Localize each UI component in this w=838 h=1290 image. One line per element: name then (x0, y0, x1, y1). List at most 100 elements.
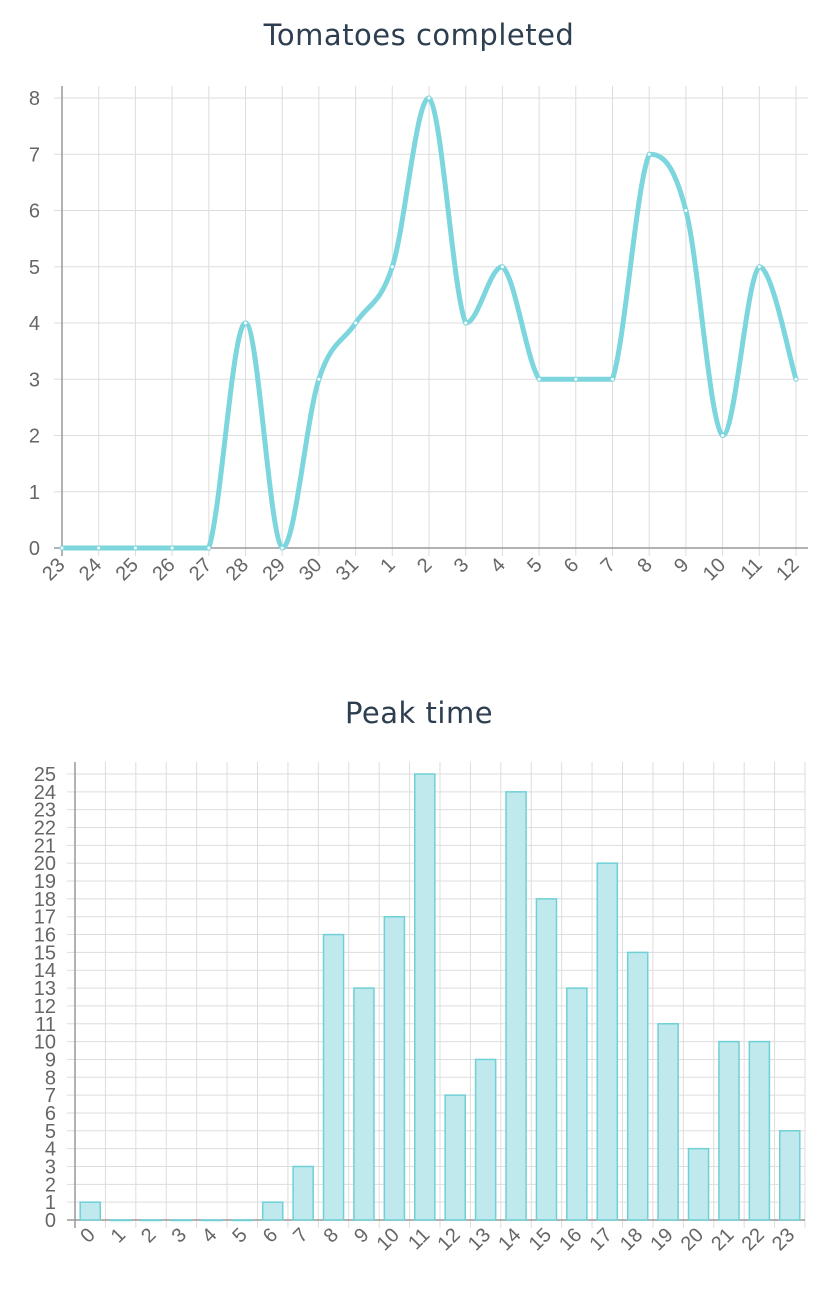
peak-time-bar (779, 1130, 801, 1221)
line-data-point (573, 376, 579, 382)
bar-y-tick-label: 5 (45, 1121, 56, 1143)
peak-time-bar (109, 1219, 132, 1222)
bar-y-tick-label: 14 (34, 960, 56, 982)
bar-y-tick-label: 2 (45, 1174, 56, 1196)
bar-x-tick-label: 8 (320, 1224, 343, 1247)
line-x-tick-label: 27 (185, 554, 216, 585)
line-data-point (59, 545, 65, 551)
line-x-tick-label: 31 (332, 554, 363, 585)
peak-time-bar (535, 898, 558, 1221)
line-x-tick-label: 4 (487, 554, 510, 577)
bar-y-tick-label: 23 (34, 800, 56, 822)
bar-x-tick-label: 19 (646, 1224, 677, 1255)
line-y-tick-label: 0 (29, 538, 40, 560)
line-grid (54, 86, 808, 556)
line-data-point (793, 376, 799, 382)
line-y-tick-label: 7 (29, 144, 40, 166)
line-y-tick-label: 3 (29, 369, 40, 391)
peak-time-bar (718, 1040, 740, 1221)
bar-x-tick-label: 18 (616, 1224, 647, 1255)
line-x-tick-label: 23 (38, 554, 69, 585)
line-data-point (96, 545, 102, 551)
line-data-point (316, 376, 322, 382)
peak-time-bar (444, 1094, 466, 1221)
bar-y-tick-label: 12 (34, 996, 56, 1018)
line-y-tick-label: 6 (29, 201, 40, 223)
peak-time-bar (505, 791, 527, 1221)
bar-y-tick-label: 21 (34, 835, 56, 857)
bar-x-tick-label: 22 (738, 1224, 769, 1255)
bar-x-tick-label: 7 (289, 1224, 312, 1247)
bar-y-tick-label: 6 (45, 1103, 56, 1125)
bar-x-tick-label: 20 (677, 1224, 708, 1255)
peak-time-bar (79, 1201, 101, 1221)
line-x-tick-label: 5 (523, 554, 546, 577)
line-y-tick-label: 1 (29, 482, 40, 504)
bar-y-tick-label: 19 (34, 871, 56, 893)
bar-y-tick-label: 18 (34, 889, 56, 911)
line-data-point (536, 376, 542, 382)
peak-time-bar (231, 1219, 254, 1222)
bar-y-tick-label: 22 (34, 818, 56, 840)
line-data-point (169, 545, 175, 551)
bar-x-tick-label: 13 (464, 1224, 495, 1255)
line-data-point (132, 545, 138, 551)
line-data-point (720, 433, 726, 438)
line-x-tick-label: 8 (633, 554, 656, 577)
line-x-tick-label: 9 (670, 554, 693, 577)
line-data-point (243, 320, 248, 326)
line-data-point (499, 264, 505, 270)
bar-x-tick-label: 5 (228, 1224, 251, 1247)
line-data-point (756, 264, 762, 270)
peak-time-bar (170, 1219, 193, 1222)
bar-x-tick-label: 23 (768, 1224, 799, 1255)
bar-y-tick-label: 8 (45, 1067, 56, 1089)
peak-time-bar (140, 1219, 162, 1222)
peak-time-bar (383, 915, 406, 1221)
bar-y-tick-label: 13 (34, 978, 56, 1000)
bar-y-tick-label: 17 (34, 907, 56, 929)
bar-x-tick-label: 14 (494, 1224, 525, 1255)
bar-x-tick-label: 17 (586, 1224, 617, 1255)
bar-x-tick-label: 0 (76, 1224, 99, 1247)
line-data-point (206, 545, 212, 551)
bar-y-tick-label: 16 (34, 925, 56, 947)
line-data-point (426, 95, 432, 101)
line-y-tick-label: 2 (29, 426, 40, 448)
tomatoes-chart-panel: Tomatoes completed 0 1 2 3 4 5 6 7 8 23 24 25 26 27 28… (0, 0, 838, 640)
bar-y-tick-label: 7 (45, 1085, 56, 1107)
bar-y-tick-label: 25 (34, 764, 56, 786)
line-x-tick-label: 2 (413, 554, 436, 577)
line-data-point (463, 320, 469, 326)
bar-y-tick-label: 10 (34, 1032, 56, 1054)
line-data-point (279, 545, 285, 551)
line-x-tick-label: 24 (75, 554, 106, 585)
bar-y-tick-label: 4 (45, 1139, 56, 1161)
line-x-tick-label: 28 (222, 554, 253, 585)
bar-x-tick-label: 1 (107, 1224, 130, 1247)
bar-x-tick-label: 12 (433, 1224, 464, 1255)
peak-time-bar (322, 933, 345, 1221)
peak-time-bar (201, 1219, 223, 1222)
peak-time-bar (687, 1147, 710, 1221)
line-x-tick-label: 10 (699, 554, 730, 585)
peak-time-bar (414, 773, 436, 1221)
bar-x-tick-label: 6 (259, 1224, 282, 1247)
bar-x-tick-label: 21 (707, 1224, 738, 1255)
bar-x-tick-label: 10 (373, 1224, 404, 1255)
line-data-point (610, 376, 615, 382)
tomatoes-series-line (59, 95, 799, 551)
peak-time-bar (566, 987, 588, 1221)
line-data-point (683, 208, 689, 213)
bar-x-tick-label: 3 (168, 1224, 191, 1247)
bar-y-tick-label: 1 (45, 1192, 56, 1214)
line-y-tick-label: 8 (29, 88, 40, 110)
line-x-tick-label: 26 (148, 554, 179, 585)
bar-x-tick-label: 9 (350, 1224, 373, 1247)
bar-x-tick-label: 2 (137, 1224, 160, 1247)
bar-y-tick-label: 11 (35, 1014, 56, 1036)
line-data-point (389, 264, 395, 270)
peak-time-bar (748, 1040, 771, 1221)
bar-x-tick-label: 16 (555, 1224, 586, 1255)
peak-time-bar (474, 1058, 497, 1221)
